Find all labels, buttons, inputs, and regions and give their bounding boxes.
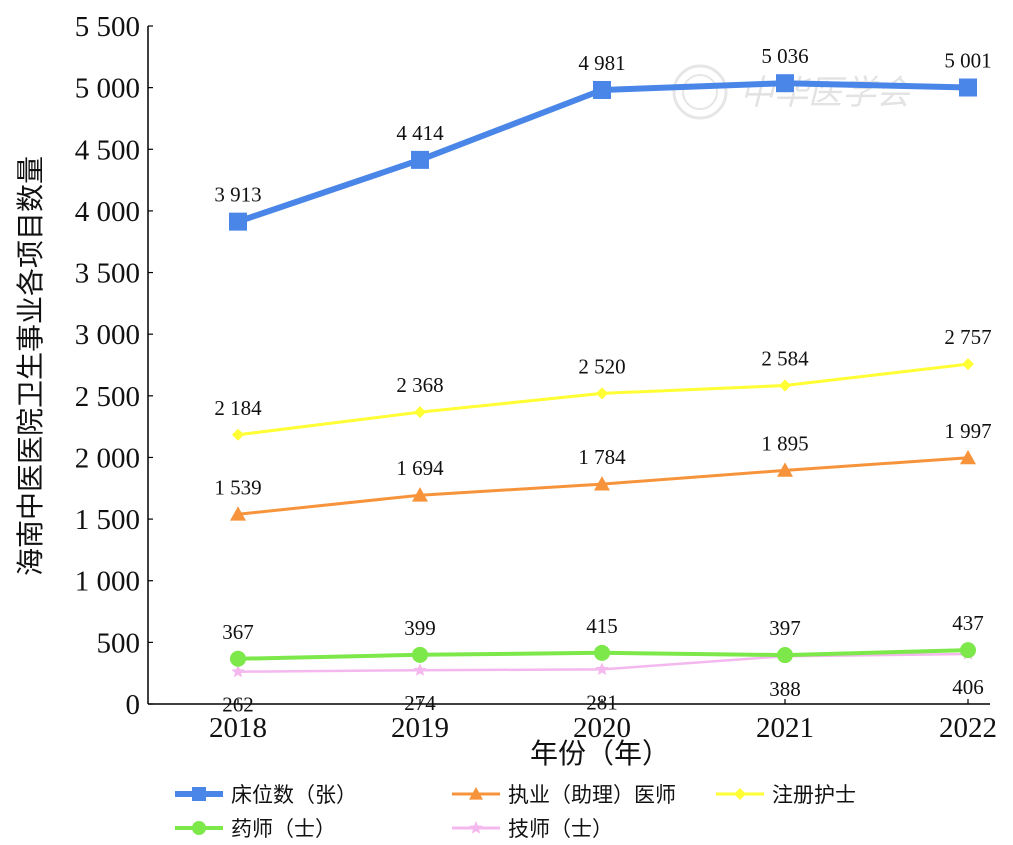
data-label: 2 520 xyxy=(578,354,625,378)
data-label: 367 xyxy=(222,620,254,644)
watermark-seal-outer xyxy=(672,64,728,120)
x-tick-label: 2020 xyxy=(573,712,631,744)
legend-marker xyxy=(734,788,746,800)
y-tick-label: 3 500 xyxy=(75,258,140,290)
data-label: 397 xyxy=(769,616,801,640)
data-label: 1 539 xyxy=(214,475,261,499)
legend-item-1: 床位数（张） xyxy=(175,783,357,807)
data-label: 1 997 xyxy=(944,419,991,443)
x-tick-label: 2021 xyxy=(756,712,814,744)
data-point xyxy=(593,80,611,99)
y-tick-label: 1 000 xyxy=(75,566,140,598)
watermark-text: 中华医学会 xyxy=(740,73,914,113)
x-tick-label: 2018 xyxy=(209,712,267,744)
legend-item-2: 执业（助理）医师 xyxy=(452,783,676,807)
series-2 xyxy=(230,449,976,521)
legend-marker xyxy=(192,787,206,801)
data-label: 5 001 xyxy=(944,49,991,73)
legend-label: 注册护士 xyxy=(772,783,856,807)
data-label: 2 184 xyxy=(214,396,262,420)
data-label: 1 694 xyxy=(396,456,444,480)
data-label: 1 784 xyxy=(578,445,626,469)
data-label: 399 xyxy=(404,616,436,640)
data-label: 1 895 xyxy=(761,431,808,455)
data-label: 2 757 xyxy=(944,325,991,349)
data-point xyxy=(962,358,974,371)
axes: 0 500 1 000 1 500 2 000 2 500 3 000 3 500 4 000 4… xyxy=(75,11,997,744)
y-tick-label: 4 500 xyxy=(75,134,140,166)
x-tick-label: 2022 xyxy=(939,712,997,744)
data-point xyxy=(229,212,247,231)
legend-item-5: 技师（士） xyxy=(452,817,613,841)
data-point xyxy=(231,664,245,678)
data-label: 4 981 xyxy=(578,51,625,75)
data-point xyxy=(779,379,791,392)
data-point xyxy=(776,74,794,93)
legend-label: 技师（士） xyxy=(508,817,613,841)
data-label: 2 584 xyxy=(761,346,809,370)
legend-label: 床位数（张） xyxy=(231,783,357,807)
data-label: 262 xyxy=(222,693,254,717)
data-point xyxy=(594,644,610,661)
y-tick-label: 3 000 xyxy=(75,319,140,351)
y-tick-label: 5 500 xyxy=(75,11,140,43)
series-layer xyxy=(229,74,977,678)
data-label: 274 xyxy=(404,691,436,715)
data-point xyxy=(230,506,246,521)
data-label: 5 036 xyxy=(761,44,808,68)
data-label: 415 xyxy=(586,614,618,638)
y-axis-label: 海南中医医院卫生事业各项目数量 xyxy=(14,156,47,576)
legend-label: 执业（助理）医师 xyxy=(508,783,676,807)
data-point xyxy=(413,663,427,676)
y-tick-label: 1 500 xyxy=(75,504,140,536)
series-1 xyxy=(229,74,977,231)
data-point xyxy=(411,150,429,169)
watermark: 中华医学会 xyxy=(672,64,914,120)
data-label: 388 xyxy=(769,677,801,701)
data-point xyxy=(960,449,976,465)
data-point xyxy=(596,387,608,400)
legend-marker xyxy=(469,821,483,834)
y-tick-label: 2 000 xyxy=(75,442,140,474)
data-labels-layer: 262 274 281 388 406 367 399 415 397 437 1 539 1 694… xyxy=(214,44,991,717)
data-label: 2 368 xyxy=(396,373,443,397)
data-point xyxy=(414,406,426,419)
legend-marker xyxy=(469,787,483,800)
data-point xyxy=(412,487,428,502)
legend-label: 药师（士） xyxy=(231,817,336,841)
data-point xyxy=(595,662,609,675)
data-label: 281 xyxy=(586,690,618,714)
legend-item-3: 注册护士 xyxy=(716,783,856,807)
series-3 xyxy=(232,358,974,441)
data-point xyxy=(777,462,793,477)
data-point xyxy=(232,428,244,441)
y-tick-label: 2 500 xyxy=(75,381,140,413)
data-label: 3 913 xyxy=(214,183,261,207)
y-tick-label: 5 000 xyxy=(75,73,140,105)
x-tick-label: 2019 xyxy=(391,712,449,744)
data-point xyxy=(230,650,246,667)
legend-item-4: 药师（士） xyxy=(175,817,336,841)
watermark-seal-inner xyxy=(682,74,718,110)
data-label: 406 xyxy=(952,675,984,699)
data-label: 4 414 xyxy=(396,121,444,145)
y-tick-label: 0 xyxy=(126,689,141,721)
legend-marker xyxy=(192,821,206,835)
y-tick-label: 4 000 xyxy=(75,196,140,228)
data-point xyxy=(412,646,428,663)
data-point xyxy=(777,647,793,664)
series-4 xyxy=(230,642,976,667)
data-point xyxy=(959,78,977,97)
data-point xyxy=(594,476,610,491)
x-axis-label: 年份（年） xyxy=(530,737,670,770)
data-point xyxy=(960,642,976,659)
data-label: 437 xyxy=(952,611,984,635)
y-tick-label: 500 xyxy=(97,627,141,659)
